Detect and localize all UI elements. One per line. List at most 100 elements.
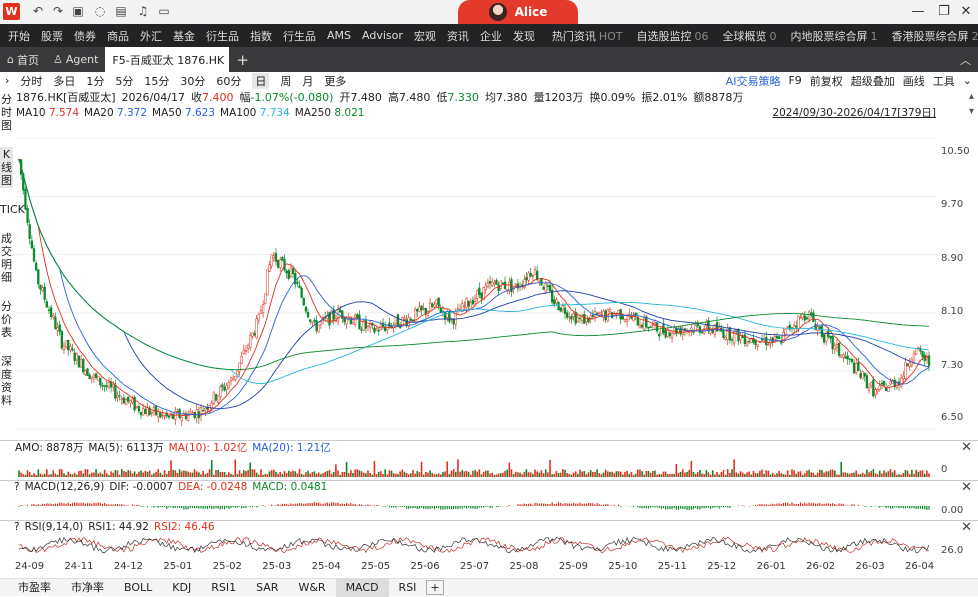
kline-chart[interactable] bbox=[15, 120, 937, 440]
nav-kline[interactable]: K线图 bbox=[0, 147, 13, 188]
tray-icon[interactable]: ▭ bbox=[156, 3, 172, 20]
macd-bar bbox=[556, 504, 557, 506]
nav-tick[interactable]: TICK bbox=[0, 202, 13, 217]
macd-bar bbox=[808, 503, 809, 506]
indicator-tab[interactable]: 市净率 bbox=[61, 579, 114, 597]
ma-legend: MA10 7.574 MA20 7.372 MA50 7.623 MA100 7… bbox=[0, 105, 978, 120]
indicator-tab[interactable]: RSI1 bbox=[201, 579, 246, 597]
close-pane-icon[interactable]: ✕ bbox=[961, 480, 972, 495]
tools-button[interactable]: 工具 bbox=[933, 73, 955, 89]
bell-icon[interactable]: ♫ bbox=[135, 3, 151, 20]
menu-item[interactable]: 宏观 bbox=[414, 28, 436, 44]
f9-button[interactable]: F9 bbox=[788, 74, 801, 87]
period-button[interactable]: 周 bbox=[280, 73, 291, 89]
volume-bar bbox=[399, 471, 401, 477]
menu-item[interactable]: 企业 bbox=[480, 28, 502, 44]
period-button[interactable]: 分时 bbox=[20, 73, 42, 89]
indicator-tab-selected[interactable]: MACD bbox=[336, 579, 389, 597]
menu-item[interactable]: 商品 bbox=[107, 28, 129, 44]
period-button[interactable]: 1分 bbox=[86, 73, 104, 89]
date-range[interactable]: 2024/09/30-2026/04/17[379日] bbox=[772, 105, 936, 120]
macd-bar bbox=[549, 504, 550, 506]
macd-bar bbox=[802, 504, 803, 506]
period-button[interactable]: 多日 bbox=[53, 73, 75, 89]
macd-bar bbox=[545, 504, 546, 506]
macd-bar bbox=[522, 504, 523, 506]
menu-item[interactable]: 基金 bbox=[173, 28, 195, 44]
macd-bar bbox=[483, 506, 484, 507]
help-icon[interactable]: ? bbox=[14, 481, 20, 493]
macd-bar bbox=[425, 506, 426, 509]
tab-stock[interactable]: F5-百威亚太 1876.HK bbox=[105, 47, 229, 72]
draw-button[interactable]: 画线 bbox=[903, 73, 925, 89]
adjust-button[interactable]: 前复权 bbox=[810, 73, 843, 89]
volume-bar bbox=[284, 471, 286, 477]
indicator-tab[interactable]: KDJ bbox=[162, 579, 201, 597]
volume-bar bbox=[731, 469, 733, 477]
period-button[interactable]: 30分 bbox=[180, 73, 205, 89]
menu-item[interactable]: 开始 bbox=[8, 28, 30, 44]
scroll-up-icon[interactable]: ▴ bbox=[969, 91, 974, 102]
restore-icon[interactable]: ❐ bbox=[934, 2, 954, 22]
menu-item[interactable]: AMS bbox=[327, 29, 351, 42]
indicator-tab[interactable]: RSI bbox=[389, 579, 427, 597]
menu-item[interactable]: 发现 bbox=[513, 28, 535, 44]
chevron-down-icon[interactable]: ⌄ bbox=[963, 74, 972, 87]
volume-bar bbox=[371, 475, 373, 477]
screen-icon[interactable]: ▤ bbox=[113, 3, 129, 20]
period-button[interactable]: 60分 bbox=[216, 73, 241, 89]
redo-icon[interactable]: ↷ bbox=[50, 3, 66, 20]
indicator-tab[interactable]: W&R bbox=[288, 579, 335, 597]
nav-price-table[interactable]: 分价表 bbox=[0, 299, 13, 340]
menu-item[interactable]: Advisor bbox=[362, 29, 403, 42]
nav-intraday[interactable]: 分时图 bbox=[0, 92, 13, 133]
candle-body bbox=[481, 293, 483, 299]
indicator-tab[interactable]: SAR bbox=[246, 579, 288, 597]
macd-bar bbox=[920, 506, 921, 509]
menu-item[interactable]: 指数 bbox=[250, 28, 272, 44]
chat-icon[interactable]: ◌ bbox=[92, 3, 108, 20]
help-icon[interactable]: ? bbox=[14, 521, 20, 533]
menu-item[interactable]: 衍生品 bbox=[206, 28, 239, 44]
indicator-tab[interactable]: 市盈率 bbox=[8, 579, 61, 597]
overlay-button[interactable]: 超级叠加 bbox=[851, 73, 895, 89]
chevron-right-icon[interactable]: › bbox=[5, 74, 9, 87]
user-badge[interactable]: Alice bbox=[458, 0, 578, 24]
period-button-selected[interactable]: 日 bbox=[252, 73, 269, 89]
pdf-icon[interactable]: ▣ bbox=[70, 3, 86, 20]
macd-bar bbox=[256, 506, 257, 507]
close-pane-icon[interactable]: ✕ bbox=[961, 440, 972, 455]
tab-home[interactable]: ⌂首页 bbox=[0, 47, 46, 72]
candle-body bbox=[254, 334, 256, 336]
minimize-icon[interactable]: — bbox=[908, 2, 928, 22]
menu-item[interactable]: 资讯 bbox=[447, 28, 469, 44]
indicator-tab[interactable]: BOLL bbox=[114, 579, 162, 597]
undo-icon[interactable]: ↶ bbox=[30, 3, 46, 20]
menu-item[interactable]: 外汇 bbox=[140, 28, 162, 44]
period-button[interactable]: 月 bbox=[302, 73, 313, 89]
volume-bar bbox=[153, 473, 155, 477]
menu-item[interactable]: 行生品 bbox=[283, 28, 316, 44]
period-button[interactable]: 5分 bbox=[115, 73, 133, 89]
add-tab-button[interactable]: + bbox=[229, 47, 256, 72]
volume-bar bbox=[196, 471, 198, 477]
nav-trades[interactable]: 成交明细 bbox=[0, 231, 13, 285]
ai-strategy-button[interactable]: AI交易策略 bbox=[726, 73, 781, 89]
menu-item[interactable]: 债券 bbox=[74, 28, 96, 44]
candle-body bbox=[748, 341, 750, 342]
scroll-down-icon[interactable]: ▾ bbox=[969, 106, 974, 117]
close-pane-icon[interactable]: ✕ bbox=[961, 520, 972, 535]
menu-item[interactable]: 股票 bbox=[41, 28, 63, 44]
tab-agent[interactable]: ♙Agent bbox=[46, 47, 105, 72]
collapse-icon[interactable]: ︿ bbox=[953, 47, 978, 72]
period-button[interactable]: 更多 bbox=[324, 73, 346, 89]
close-icon[interactable]: ✕ bbox=[956, 2, 976, 22]
period-button[interactable]: 15分 bbox=[144, 73, 169, 89]
nav-depth[interactable]: 深度资料 bbox=[0, 354, 13, 408]
add-indicator-button[interactable]: + bbox=[426, 580, 443, 595]
